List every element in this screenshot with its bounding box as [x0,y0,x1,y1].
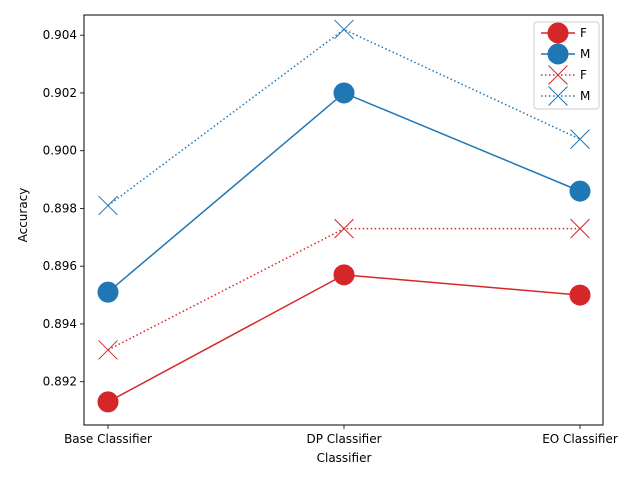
x-axis: Base Classifier DP Classifier EO Classifie… [64,425,618,446]
data-point-m-circle [569,180,591,202]
series-line-m-dotted [107,28,581,207]
x-tick-label: DP Classifier [306,432,381,446]
data-point-f-circle [569,284,591,306]
data-point-f-x [570,218,590,239]
data-point-m-x [98,195,118,216]
data-point-f-circle [333,264,355,286]
y-tick-label: 0.902 [43,86,77,100]
data-point-f-circle [97,391,119,413]
data-point-m-x [334,19,354,40]
data-point-m-circle [97,281,119,303]
series-line-m-solid [107,92,581,293]
y-tick-label: 0.892 [43,375,77,389]
y-tick-label: 0.900 [43,144,77,158]
x-tick-label: EO Classifier [542,432,618,446]
legend-marker [547,43,569,65]
y-tick-label: 0.898 [43,201,77,215]
plot-frame [83,14,604,426]
legend-label: F [580,26,587,40]
plot-marks [97,19,591,413]
data-point-m-x [570,129,590,150]
legend-box [533,21,600,110]
legend-label: M [580,89,590,103]
legend-label: F [580,68,587,82]
x-tick-label: Base Classifier [64,432,152,446]
series-line-f-solid [107,274,581,403]
legend-marker [548,86,568,106]
data-point-m-circle [333,82,355,104]
y-axis-label: Accuracy [16,188,30,243]
y-tick-label: 0.894 [43,317,77,331]
data-point-f-x [334,218,354,239]
legend-label: M [580,47,590,61]
y-tick-label: 0.896 [43,259,77,273]
data-point-f-x [98,340,118,360]
legend-marker [547,22,569,44]
y-tick-label: 0.904 [43,28,77,42]
y-axis: 0.892 0.894 0.896 0.898 0.900 0.902 0.904 [43,28,84,389]
x-axis-label: Classifier [317,451,372,465]
legend-marker [548,65,568,85]
